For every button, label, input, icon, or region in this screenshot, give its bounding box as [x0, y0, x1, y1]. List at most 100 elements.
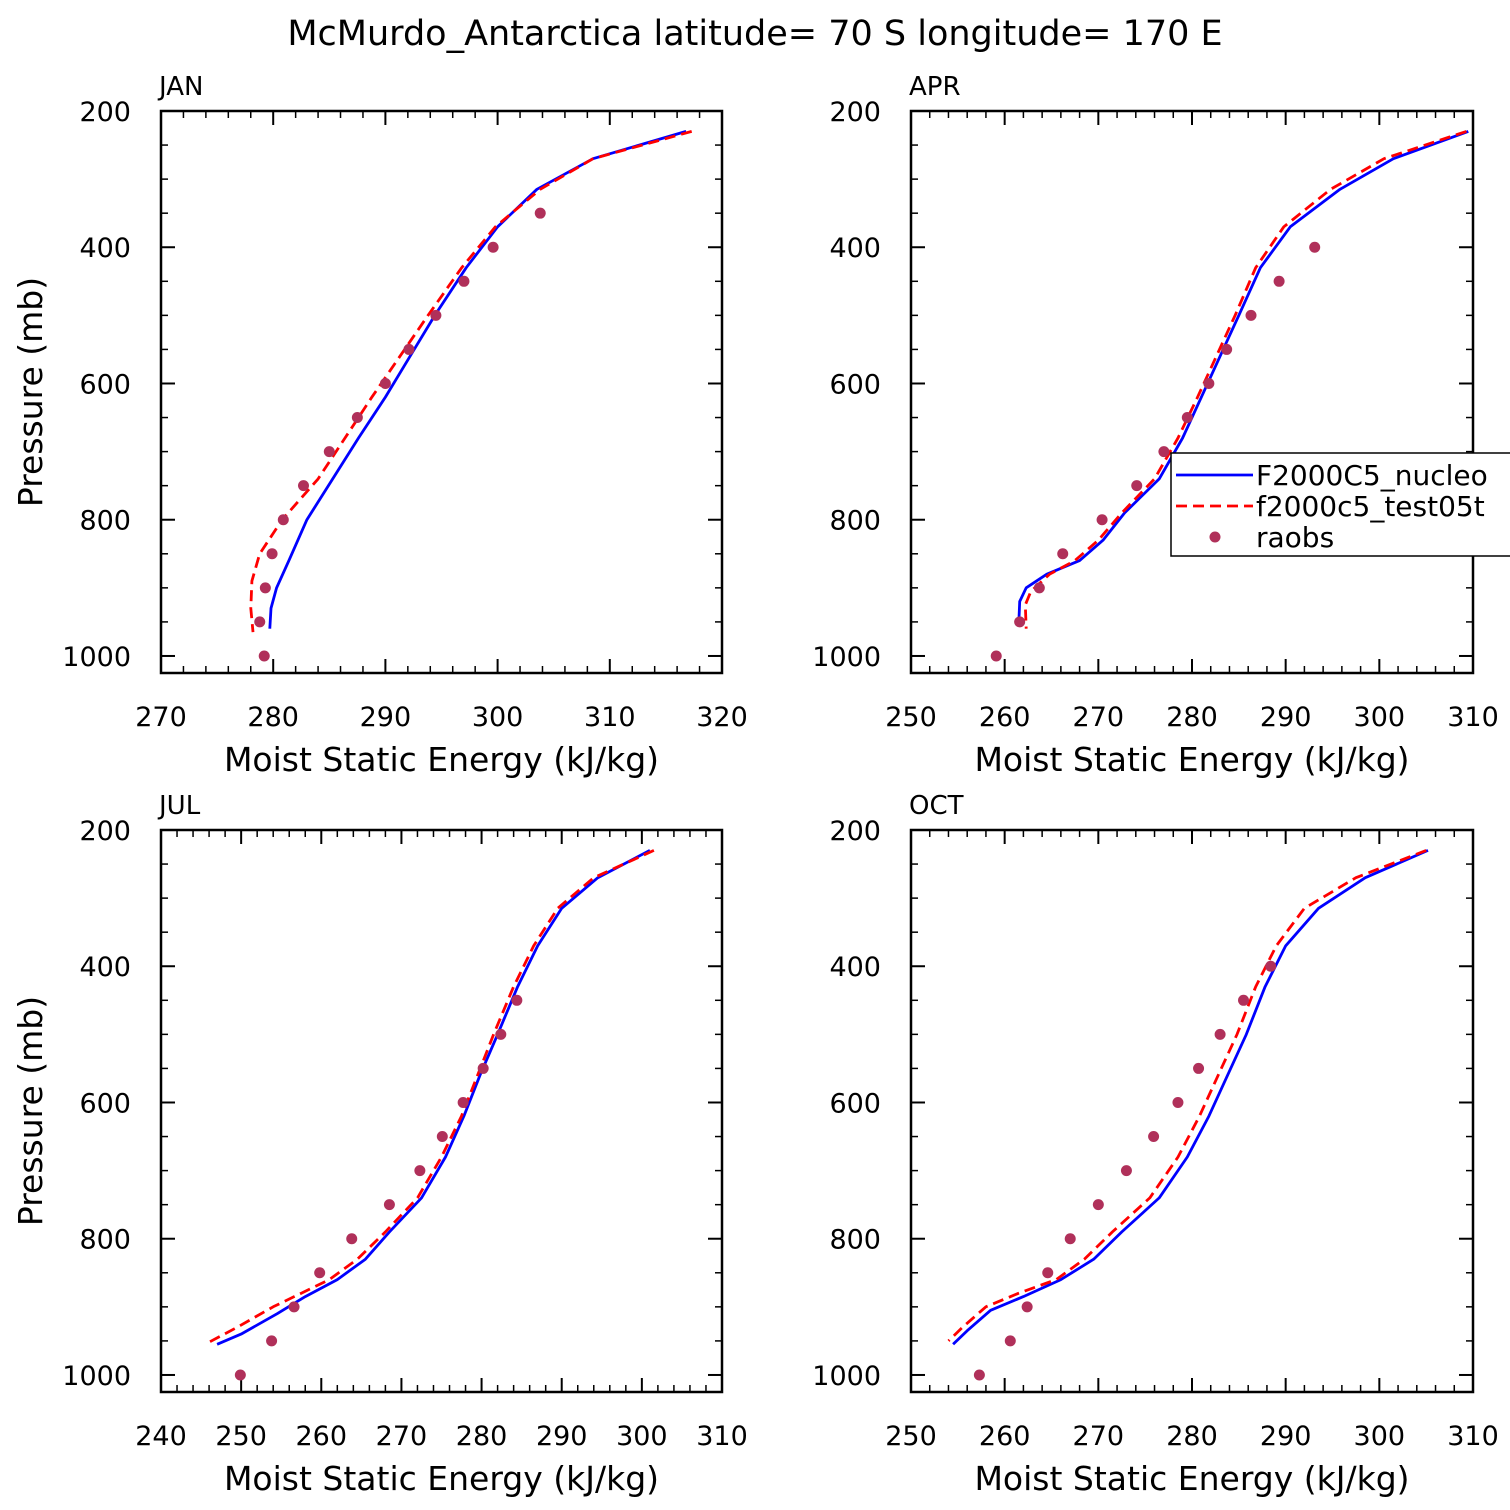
raobs-point — [1309, 241, 1321, 253]
raobs-point — [403, 343, 415, 355]
x-tick-label: 260 — [979, 702, 1031, 733]
raobs-point — [1057, 548, 1069, 560]
x-axis-label: Moist Static Energy (kJ/kg) — [974, 1459, 1409, 1498]
raobs-point — [1245, 309, 1257, 321]
x-axis-label: Moist Static Energy (kJ/kg) — [224, 1459, 659, 1498]
y-tick-label: 600 — [79, 1088, 131, 1119]
raobs-point — [277, 514, 289, 526]
x-tick-label: 250 — [885, 702, 937, 733]
x-tick-label: 320 — [696, 702, 748, 733]
x-axis-label: Moist Static Energy (kJ/kg) — [224, 740, 659, 779]
legend-label: raobs — [1256, 521, 1334, 554]
raobs-point — [1064, 1233, 1076, 1245]
y-tick-label: 800 — [829, 506, 881, 537]
panel-title: JAN — [157, 72, 203, 102]
series-line-f2000c5-test05t — [204, 849, 655, 1346]
y-tick-label: 200 — [79, 97, 131, 128]
raobs-point — [1238, 994, 1250, 1006]
x-tick-label: 270 — [1073, 702, 1125, 733]
raobs-point — [990, 650, 1002, 662]
raobs-point — [346, 1233, 358, 1245]
x-tick-label: 310 — [1447, 1421, 1499, 1452]
raobs-point — [487, 241, 499, 253]
x-tick-label: 280 — [1166, 1421, 1218, 1452]
y-tick-label: 200 — [79, 816, 131, 847]
raobs-point — [1131, 480, 1143, 492]
raobs-point — [266, 1335, 278, 1347]
series-line-f2000c5-nucleo — [216, 849, 651, 1346]
y-axis-label: Pressure (mb) — [11, 277, 50, 507]
figure-title: McMurdo_Antarctica latitude= 70 S longit… — [287, 14, 1222, 54]
series-line-f2000c5-nucleo — [268, 130, 687, 629]
panel-jul: 240 250 260 270 280 290 300 310 200 400 600 800 1000… — [11, 791, 748, 1498]
y-tick-label: 1000 — [62, 1361, 131, 1392]
raobs-point — [1092, 1199, 1104, 1211]
raobs-point — [259, 582, 271, 594]
raobs-point — [234, 1369, 246, 1381]
raobs-point — [1033, 582, 1045, 594]
legend-label: F2000C5_nucleo — [1256, 459, 1488, 492]
raobs-point — [1021, 1301, 1033, 1313]
x-tick-label: 300 — [616, 1421, 668, 1452]
legend-box — [1170, 452, 1510, 557]
raobs-point — [323, 446, 335, 458]
y-tick-label: 1000 — [812, 642, 881, 673]
y-tick-label: 800 — [79, 506, 131, 537]
legend-label: f2000c5_test05t — [1256, 490, 1485, 523]
raobs-point — [314, 1267, 326, 1279]
raobs-point — [1158, 446, 1170, 458]
raobs-point — [1004, 1335, 1016, 1347]
raobs-point — [1203, 377, 1215, 389]
x-tick-label: 260 — [979, 1421, 1031, 1452]
raobs-point — [1214, 1028, 1226, 1040]
plot-frame — [909, 109, 1475, 675]
raobs-point — [414, 1165, 426, 1177]
y-tick-label: 400 — [79, 952, 131, 983]
y-tick-label: 200 — [829, 816, 881, 847]
raobs-point — [477, 1062, 489, 1074]
raobs-point — [1273, 275, 1285, 287]
x-tick-label: 300 — [472, 702, 524, 733]
panel-title: OCT — [909, 791, 964, 821]
raobs-point — [1265, 960, 1277, 972]
raobs-point — [1042, 1267, 1054, 1279]
raobs-point — [430, 309, 442, 321]
x-tick-label: 280 — [247, 702, 299, 733]
x-tick-label: 310 — [696, 1421, 748, 1452]
raobs-point — [1096, 514, 1108, 526]
raobs-point — [379, 377, 391, 389]
series-line-f2000c5-nucleo — [952, 849, 1429, 1346]
y-tick-label: 600 — [829, 1088, 881, 1119]
y-tick-label: 400 — [79, 233, 131, 264]
raobs-point — [495, 1028, 507, 1040]
panel-jan: 270 280 290 300 310 320 200 400 600 800 1000 JAN Moi… — [11, 72, 748, 779]
y-tick-label: 1000 — [812, 1361, 881, 1392]
x-tick-label: 290 — [1260, 702, 1312, 733]
x-tick-label: 290 — [536, 1421, 588, 1452]
y-tick-label: 400 — [829, 952, 881, 983]
plot-frame — [159, 109, 724, 675]
raobs-point — [1014, 616, 1026, 628]
x-tick-label: 290 — [360, 702, 412, 733]
panel-apr: 250 260 270 280 290 300 310 200 400 600 800 1000 APR… — [812, 72, 1498, 779]
plot-frame — [159, 828, 724, 1394]
raobs-point — [973, 1369, 985, 1381]
x-tick-label: 300 — [1354, 702, 1406, 733]
raobs-point — [1120, 1165, 1132, 1177]
panel-title: JUL — [157, 791, 201, 821]
raobs-point — [254, 616, 266, 628]
x-tick-label: 270 — [376, 1421, 428, 1452]
raobs-point — [1148, 1131, 1160, 1143]
panels: 270 280 290 300 310 320 200 400 600 800 1000 JAN Moi… — [11, 72, 1510, 1498]
y-tick-label: 1000 — [62, 642, 131, 673]
raobs-point — [266, 548, 278, 560]
raobs-point — [1193, 1062, 1205, 1074]
y-tick-label: 200 — [829, 97, 881, 128]
y-tick-label: 800 — [829, 1225, 881, 1256]
raobs-point — [1221, 343, 1233, 355]
x-tick-label: 260 — [296, 1421, 348, 1452]
raobs-point — [436, 1131, 448, 1143]
x-tick-label: 270 — [1073, 1421, 1125, 1452]
y-tick-label: 600 — [829, 369, 881, 400]
